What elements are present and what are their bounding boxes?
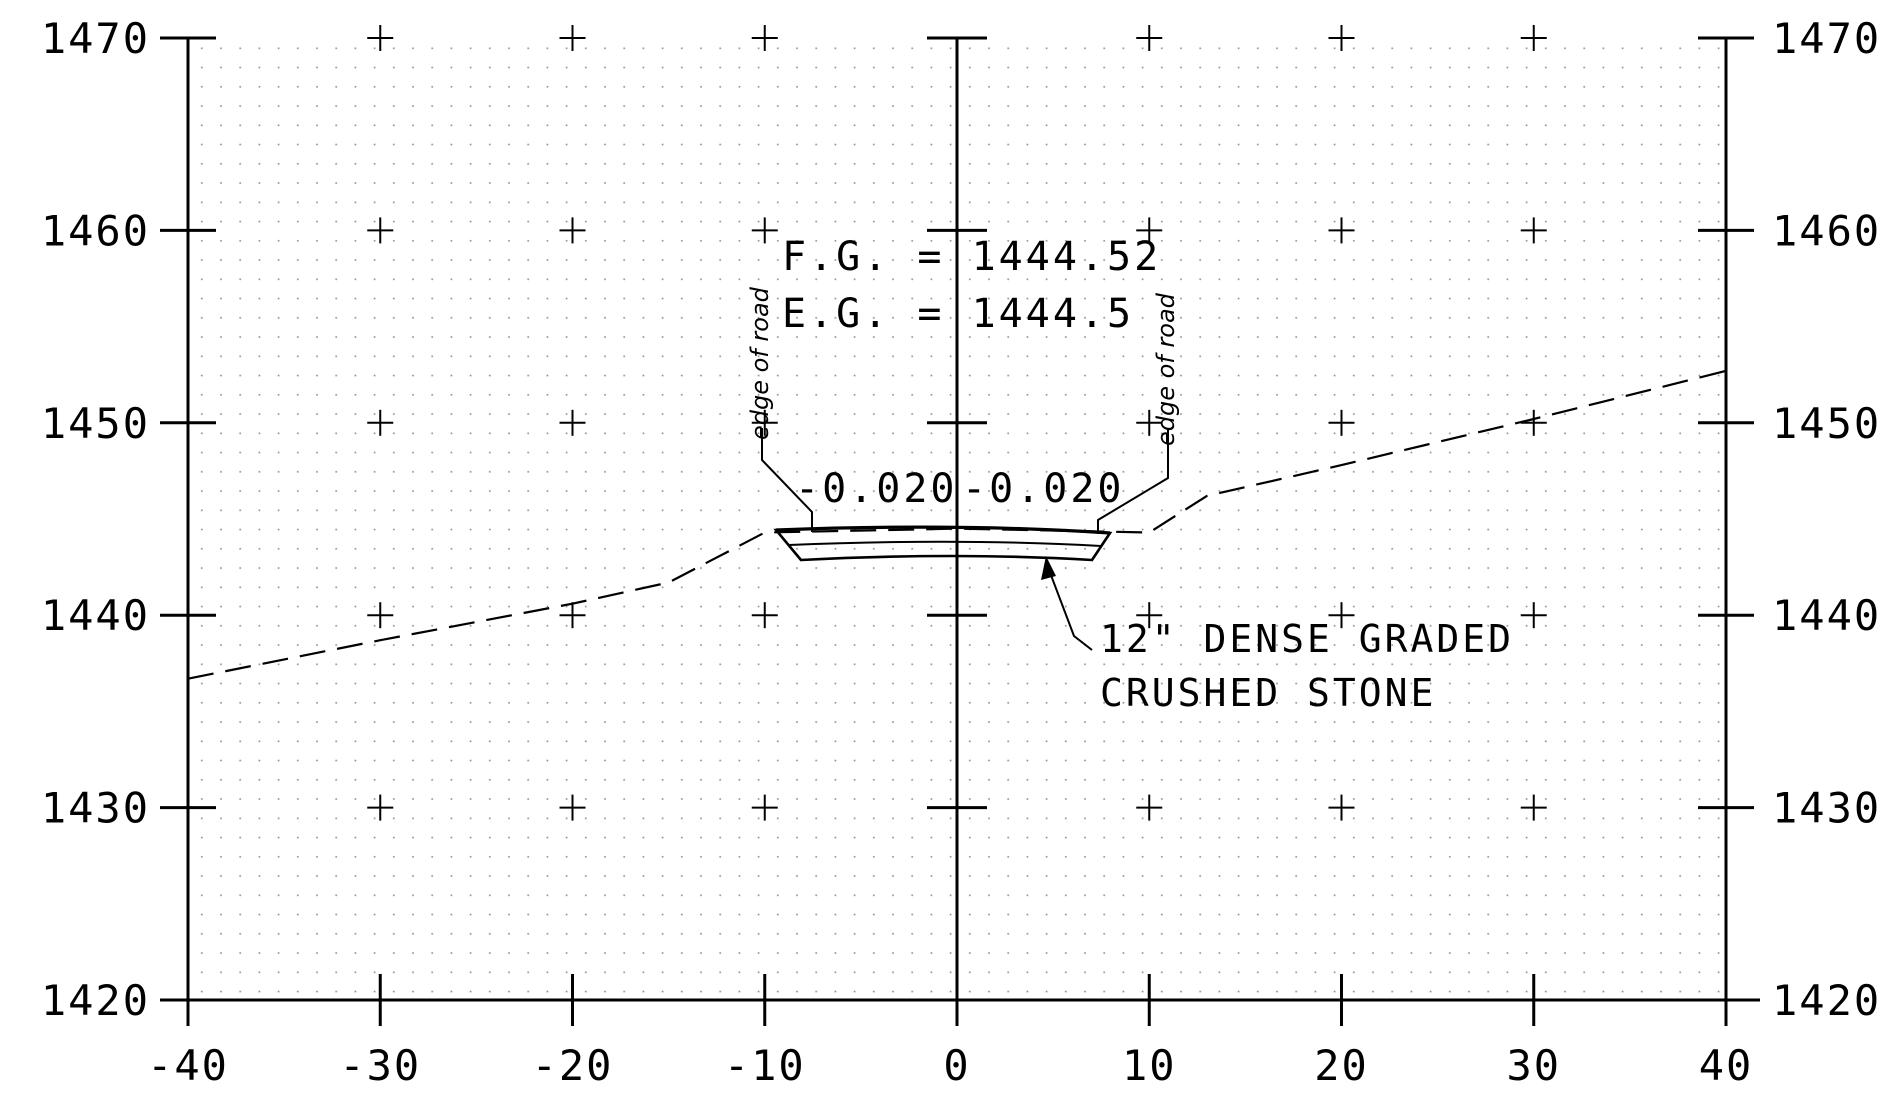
x-tick-label: -10 [724,1041,806,1090]
y-tick-label-right: 1460 [1772,206,1881,255]
x-tick-label: 30 [1506,1041,1561,1090]
x-tick-label: -40 [147,1041,229,1090]
subgrade-inner-line [788,540,1102,547]
y-tick-label-right: 1420 [1772,976,1881,1025]
material-leader-arrowhead [1041,556,1056,580]
material-label-line1: 12" DENSE GRADED [1100,617,1514,661]
y-tick-label-right: 1450 [1772,399,1881,448]
x-tick-label: -30 [339,1041,421,1090]
grid-marks [160,25,1754,1026]
y-tick-label-right: 1440 [1772,591,1881,640]
y-tick-label-left: 1470 [41,14,150,63]
y-tick-label-left: 1430 [41,784,150,833]
x-tick-label: 20 [1314,1041,1369,1090]
y-tick-label-right: 1470 [1772,14,1881,63]
y-tick-label-left: 1450 [41,399,150,448]
material-label-line2: CRUSHED STONE [1100,671,1436,715]
y-tick-label-left: 1440 [41,591,150,640]
material-leader-line [1045,561,1093,651]
finished-grade-label: F.G. = 1444.52 [782,234,1161,280]
finished-grade-line [775,525,1111,535]
slope-right-label: -0.020 [962,466,1125,512]
slope-left-label: -0.020 [795,466,958,512]
existing-ground-line [187,369,1727,680]
y-tick-label-left: 1460 [41,206,150,255]
edge-of-road-right-label: edge of road [1152,292,1180,446]
tick-labels: 1470 1460 1450 1440 1430 1420 1470 1460 1450 1440… [41,14,1881,1090]
x-tick-label: 10 [1122,1041,1177,1090]
edge-of-road-right-leader [1097,428,1169,534]
edge-of-road-left-label: edge of road [746,286,774,440]
y-tick-label-left: 1420 [41,976,150,1025]
x-tick-label: -20 [532,1041,614,1090]
x-tick-label: 40 [1699,1041,1754,1090]
existing-grade-label: E.G. = 1444.5 [782,291,1134,337]
y-tick-label-right: 1430 [1772,784,1881,833]
edge-of-road-left-leader [761,428,813,532]
x-tick-label: 0 [943,1041,970,1090]
